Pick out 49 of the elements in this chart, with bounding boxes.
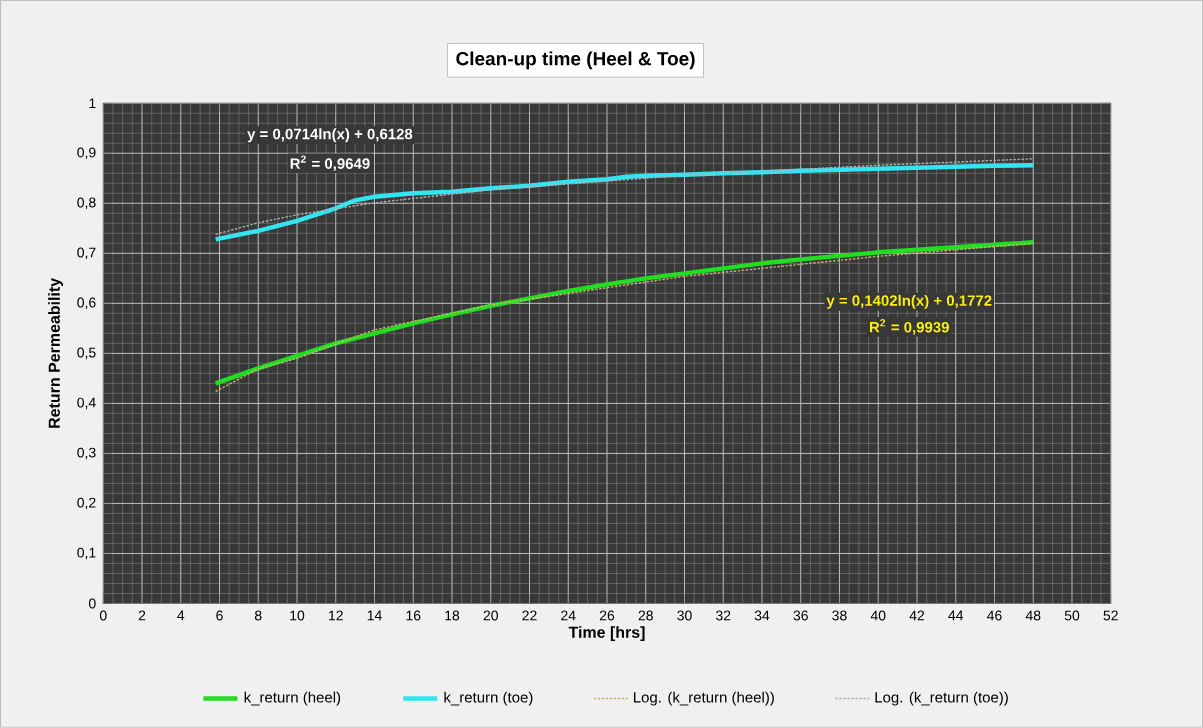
y-tick-label: 0,7 xyxy=(77,247,96,260)
legend-label: Log. (k_return (toe)) xyxy=(875,691,1008,706)
x-axis-title: Time [hrs] xyxy=(568,626,645,642)
x-tick-label: 22 xyxy=(522,610,537,621)
annotation: R$^{2}$ = 0,9939 xyxy=(869,319,949,335)
y-tick-label: 0,6 xyxy=(77,297,96,310)
x-tick-label: 48 xyxy=(1025,610,1041,621)
x-tick-label: 38 xyxy=(832,610,847,621)
annotation: R$^{2}$ = 0,9649 xyxy=(290,155,370,172)
x-tick-label: 2 xyxy=(138,610,146,621)
x-tick-label: 46 xyxy=(987,610,1002,621)
x-tick-label: 44 xyxy=(948,610,964,621)
y-tick-label: 0,3 xyxy=(77,447,96,460)
x-tick-label: 42 xyxy=(909,610,925,621)
x-tick-label: 32 xyxy=(716,610,731,621)
x-tick-label: 4 xyxy=(177,610,185,621)
x-tick-label: 20 xyxy=(483,610,498,621)
x-tick-label: 8 xyxy=(254,610,262,621)
y-tick-label: 0,2 xyxy=(77,497,96,510)
y-tick-label: 0,1 xyxy=(77,547,96,560)
x-tick-label: 16 xyxy=(406,610,421,621)
chart-title: Clean-up time (Heel & Toe) xyxy=(456,51,695,70)
x-tick-label: 26 xyxy=(599,610,615,621)
legend-label: Log. (k_return (heel)) xyxy=(633,691,774,706)
x-tick-label: 28 xyxy=(638,610,653,621)
legend-label: k_return (heel) xyxy=(244,691,341,706)
y-tick-label: 0,8 xyxy=(77,197,96,210)
x-tick-label: 50 xyxy=(1064,610,1080,621)
x-tick-label: 0 xyxy=(99,610,107,621)
x-tick-label: 24 xyxy=(561,610,576,621)
x-tick-label: 36 xyxy=(793,610,808,621)
x-tick-label: 14 xyxy=(367,610,382,621)
x-tick-label: 34 xyxy=(754,610,770,621)
x-tick-label: 40 xyxy=(870,610,886,621)
x-tick-label: 18 xyxy=(445,610,460,621)
x-tick-label: 52 xyxy=(1103,610,1118,621)
annotation: y = 0,1402ln(x) + 0,1772 xyxy=(826,295,992,309)
annotation: y = 0,0714ln(x) + 0,6128 xyxy=(247,128,413,143)
x-tick-label: 6 xyxy=(216,610,223,621)
x-tick-label: 30 xyxy=(677,610,692,621)
y-tick-label: 1 xyxy=(89,98,96,109)
y-axis-title: Return Permeability xyxy=(48,278,64,428)
y-tick-label: 0,5 xyxy=(77,347,96,360)
x-tick-label: 10 xyxy=(290,610,305,621)
y-tick-label: 0 xyxy=(88,598,96,609)
y-tick-label: 0,9 xyxy=(77,147,96,160)
legend-label: k_return (toe) xyxy=(444,691,533,706)
y-tick-label: 0,4 xyxy=(77,397,96,410)
x-tick-label: 12 xyxy=(329,610,343,621)
